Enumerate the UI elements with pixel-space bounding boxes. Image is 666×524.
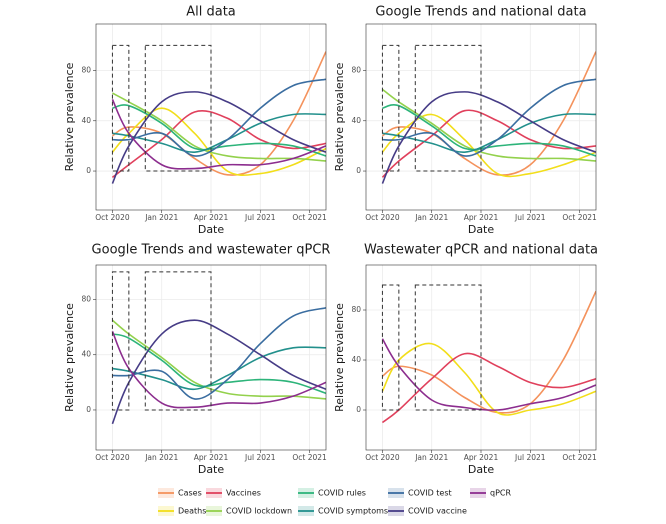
x-tick-label: Oct 2021 bbox=[562, 213, 597, 222]
line-series bbox=[112, 307, 326, 400]
line-series bbox=[381, 51, 596, 176]
panel-border bbox=[95, 23, 327, 211]
x-tick-label: Oct 2021 bbox=[292, 213, 327, 222]
legend-label: COVID symptoms bbox=[318, 507, 388, 516]
line-series bbox=[111, 51, 326, 176]
period-box bbox=[144, 271, 212, 411]
line-series bbox=[381, 91, 596, 184]
y-axis-title: Relative prevalence bbox=[333, 303, 346, 412]
x-tick-label: Apr 2021 bbox=[464, 213, 499, 222]
x-tick-label: Jul 2021 bbox=[514, 453, 546, 462]
legend-label: qPCR bbox=[490, 489, 511, 498]
legend-label: COVID vaccine bbox=[408, 507, 467, 516]
line-series bbox=[381, 352, 596, 424]
panel-title: Google Trends and national data bbox=[375, 5, 586, 20]
legend-label: Deaths bbox=[178, 507, 206, 516]
panel: Google Trends and wastewater qPCR Date Rel… bbox=[63, 243, 330, 477]
panel: Wastewater qPCR and national data Date Rel… bbox=[333, 243, 598, 477]
line-series bbox=[381, 290, 596, 414]
x-tick-label: Jul 2021 bbox=[244, 213, 276, 222]
line-series bbox=[111, 107, 326, 177]
x-tick-label: Oct 2020 bbox=[365, 453, 400, 462]
x-tick-label: Oct 2020 bbox=[95, 453, 130, 462]
x-tick-label: Oct 2020 bbox=[95, 213, 130, 222]
period-box bbox=[111, 271, 130, 411]
x-tick-label: Jul 2021 bbox=[244, 453, 276, 462]
x-axis-title: Date bbox=[198, 223, 225, 236]
legend-label: COVID rules bbox=[318, 489, 366, 498]
x-tick-label: Oct 2020 bbox=[365, 213, 400, 222]
x-axis-title: Date bbox=[198, 463, 225, 476]
panel: All data Date Relative prevalence 0 40 80 Oct … bbox=[63, 5, 327, 237]
period-box bbox=[381, 44, 400, 172]
line-series bbox=[111, 330, 326, 409]
y-tick-label: 80 bbox=[81, 295, 91, 304]
line-series bbox=[111, 91, 326, 184]
line-series bbox=[112, 333, 326, 395]
period-box bbox=[381, 284, 400, 411]
x-axis-title: Date bbox=[468, 223, 495, 236]
legend-label: COVID lockdown bbox=[226, 507, 292, 516]
y-axis-title: Relative prevalence bbox=[63, 62, 76, 171]
x-tick-label: Jan 2021 bbox=[414, 213, 448, 222]
x-tick-label: Oct 2021 bbox=[292, 453, 327, 462]
panel-title: All data bbox=[186, 5, 236, 20]
y-tick-label: 40 bbox=[81, 350, 91, 359]
line-series bbox=[111, 110, 326, 178]
plot-area bbox=[381, 44, 596, 184]
x-axis-title: Date bbox=[468, 463, 495, 476]
y-axis-title: Relative prevalence bbox=[63, 303, 76, 412]
period-box bbox=[111, 44, 130, 172]
x-tick-label: Jan 2021 bbox=[144, 213, 178, 222]
panel-title: Google Trends and wastewater qPCR bbox=[92, 243, 331, 258]
x-tick-label: Apr 2021 bbox=[194, 453, 229, 462]
y-axis-title: Relative prevalence bbox=[333, 62, 346, 171]
legend-label: Vaccines bbox=[226, 489, 261, 498]
x-tick-label: Apr 2021 bbox=[194, 213, 229, 222]
plot-area bbox=[381, 284, 596, 424]
panel-border bbox=[365, 23, 597, 211]
line-series bbox=[382, 113, 596, 153]
y-tick-label: 80 bbox=[351, 66, 361, 75]
x-tick-label: Jan 2021 bbox=[144, 453, 178, 462]
y-tick-label: 0 bbox=[356, 166, 361, 175]
y-tick-label: 40 bbox=[351, 116, 361, 125]
panel-title: Wastewater qPCR and national data bbox=[364, 243, 598, 258]
y-tick-label: 0 bbox=[86, 166, 91, 175]
line-series bbox=[111, 99, 326, 170]
y-tick-label: 80 bbox=[351, 305, 361, 314]
y-tick-label: 0 bbox=[86, 405, 91, 414]
plot-area bbox=[111, 271, 326, 425]
legend-label: COVID test bbox=[408, 489, 452, 498]
panel-border bbox=[365, 264, 597, 451]
line-series bbox=[381, 88, 596, 162]
panel: Google Trends and national data Date Relat… bbox=[333, 5, 597, 237]
x-tick-label: Jan 2021 bbox=[414, 453, 448, 462]
y-tick-label: 40 bbox=[81, 116, 91, 125]
period-box bbox=[414, 284, 482, 411]
x-tick-label: Apr 2021 bbox=[464, 453, 499, 462]
panel-border bbox=[95, 264, 327, 451]
y-tick-label: 80 bbox=[81, 66, 91, 75]
legend-label: Cases bbox=[178, 489, 202, 498]
y-tick-label: 40 bbox=[351, 355, 361, 364]
line-series bbox=[381, 342, 596, 416]
period-box bbox=[414, 44, 482, 172]
line-series bbox=[112, 92, 326, 162]
line-series bbox=[381, 338, 596, 411]
period-box bbox=[144, 44, 212, 172]
x-tick-label: Oct 2021 bbox=[562, 453, 597, 462]
x-tick-label: Jul 2021 bbox=[514, 213, 546, 222]
plot-area bbox=[111, 44, 326, 184]
y-tick-label: 0 bbox=[356, 405, 361, 414]
line-series bbox=[111, 319, 326, 425]
